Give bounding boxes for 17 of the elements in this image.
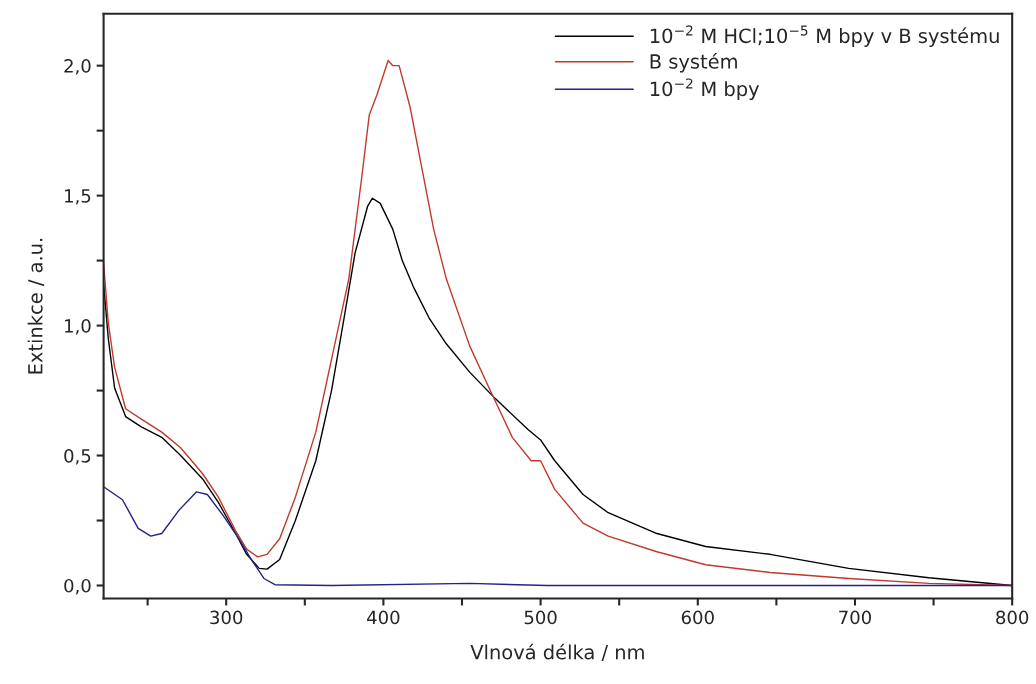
x-tick-label: 600 [681,610,714,625]
y-axis-title: Extinkce / a.u. [27,238,45,374]
y-tick-label: 2,0 [64,59,91,75]
x-tick-label: 800 [996,610,1029,625]
legend-label: B systém [650,52,737,73]
legend-label: 10$^{−2}$ M bpy [650,78,760,100]
y-tick-label: 0,0 [64,578,91,595]
legend-label: 10$^{−2}$ M HCl;10$^{−5}$ M bpy v B systému [650,25,999,47]
x-axis-title: Vlnová délka / nm [470,643,644,662]
y-tick-label: 1,5 [65,189,91,205]
x-tick-label: 500 [524,610,557,625]
line-series [103,486,1013,587]
x-tick-label: 400 [367,610,400,625]
y-tick-label: 0,5 [64,449,91,465]
y-tick-label: 1,0 [65,319,91,335]
x-tick-label: 700 [839,610,872,625]
x-tick-label: 300 [210,610,243,625]
